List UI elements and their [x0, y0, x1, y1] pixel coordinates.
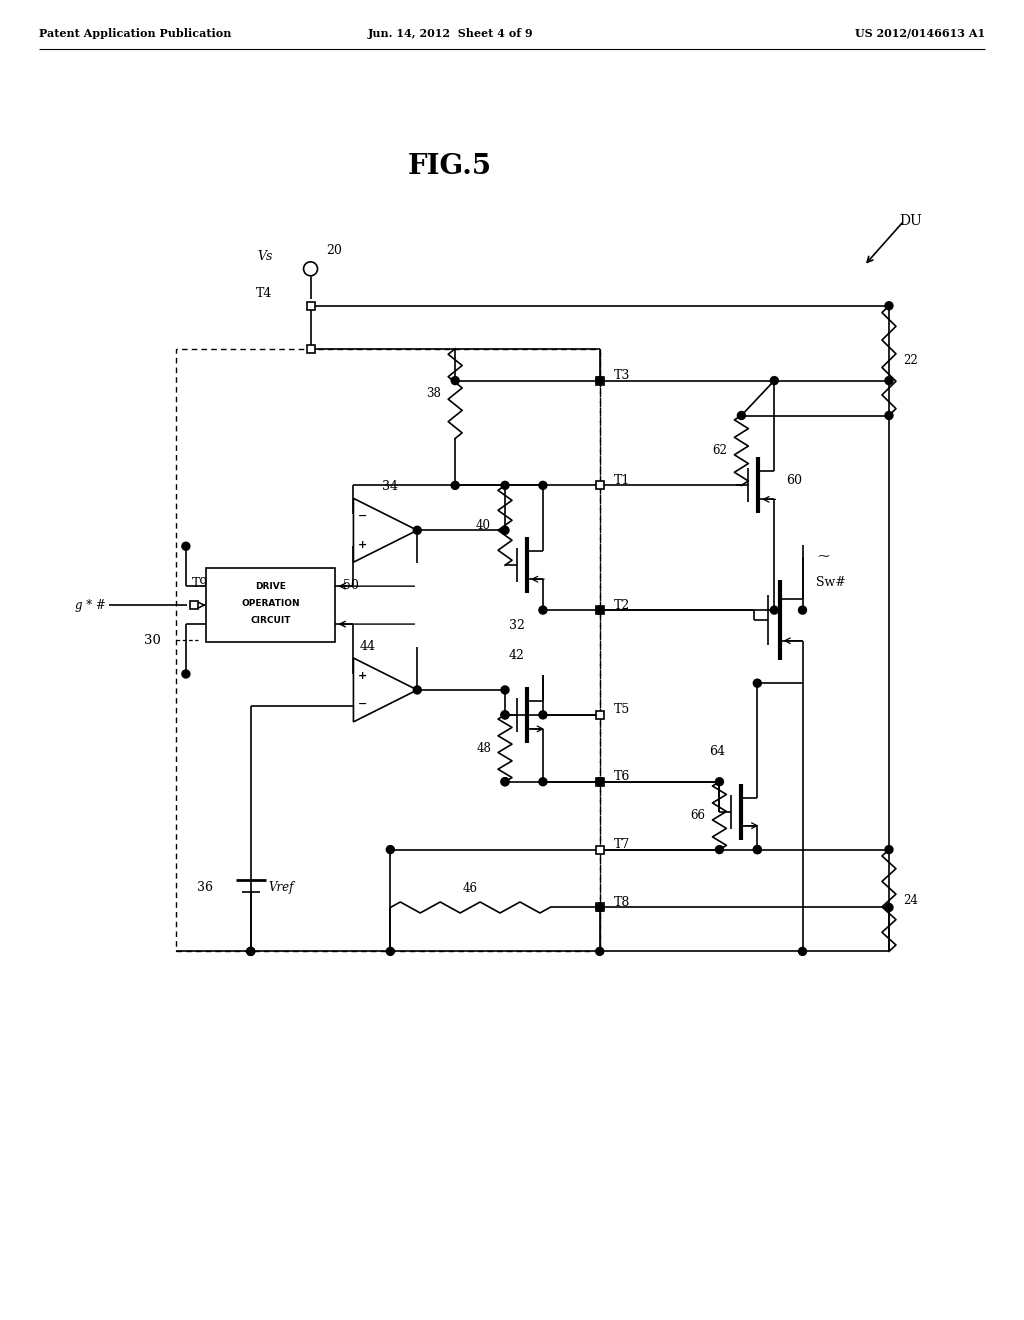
Text: FIG.5: FIG.5 — [409, 153, 493, 180]
Circle shape — [754, 846, 761, 854]
Text: 40: 40 — [476, 519, 492, 532]
Bar — [596, 846, 604, 854]
Circle shape — [501, 482, 509, 490]
Circle shape — [754, 846, 761, 854]
Text: 32: 32 — [509, 619, 525, 631]
Circle shape — [414, 686, 421, 694]
Circle shape — [770, 376, 778, 384]
Text: 48: 48 — [476, 742, 492, 755]
Circle shape — [799, 948, 807, 956]
Circle shape — [885, 412, 893, 420]
Circle shape — [386, 948, 394, 956]
Text: 20: 20 — [327, 244, 342, 257]
Text: DRIVE: DRIVE — [255, 582, 286, 590]
Text: g * #: g * # — [76, 598, 106, 611]
Text: Vs: Vs — [257, 251, 272, 264]
Circle shape — [501, 777, 509, 785]
Circle shape — [501, 777, 509, 785]
Circle shape — [182, 671, 189, 678]
Text: 30: 30 — [144, 634, 161, 647]
Text: 36: 36 — [197, 880, 213, 894]
Text: T2: T2 — [613, 598, 630, 611]
Circle shape — [737, 412, 745, 420]
Circle shape — [885, 903, 893, 912]
Circle shape — [754, 680, 761, 688]
Text: Patent Application Publication: Patent Application Publication — [39, 28, 231, 38]
Bar — [306, 302, 314, 310]
Text: +: + — [357, 671, 367, 681]
Circle shape — [452, 376, 459, 384]
Circle shape — [799, 606, 807, 614]
Text: 42: 42 — [509, 648, 525, 661]
Text: DU: DU — [899, 214, 922, 228]
Text: +: + — [357, 540, 367, 549]
Text: −: − — [357, 700, 367, 709]
Bar — [189, 601, 198, 609]
Text: T4: T4 — [256, 288, 272, 300]
Circle shape — [539, 606, 547, 614]
Circle shape — [414, 527, 421, 535]
Text: −: − — [357, 511, 367, 521]
Text: T1: T1 — [613, 474, 630, 487]
Text: Jun. 14, 2012  Sheet 4 of 9: Jun. 14, 2012 Sheet 4 of 9 — [368, 28, 532, 38]
Text: 22: 22 — [903, 354, 918, 367]
Circle shape — [596, 777, 604, 785]
Text: T9: T9 — [191, 577, 208, 590]
Circle shape — [539, 711, 547, 719]
Text: 46: 46 — [463, 882, 477, 895]
Bar — [596, 777, 604, 785]
Circle shape — [596, 376, 604, 384]
Bar — [306, 345, 314, 352]
Circle shape — [501, 711, 509, 719]
Bar — [596, 482, 604, 490]
Bar — [596, 376, 604, 384]
Circle shape — [596, 903, 604, 912]
Circle shape — [596, 948, 604, 956]
Text: 34: 34 — [382, 480, 398, 492]
Circle shape — [501, 527, 509, 535]
Circle shape — [885, 846, 893, 854]
Circle shape — [596, 903, 604, 912]
Bar — [596, 903, 604, 912]
Circle shape — [452, 482, 459, 490]
Text: US 2012/0146613 A1: US 2012/0146613 A1 — [855, 28, 985, 38]
Circle shape — [303, 261, 317, 276]
Text: 44: 44 — [359, 639, 376, 652]
Text: 38: 38 — [426, 387, 441, 400]
Circle shape — [716, 846, 723, 854]
Circle shape — [247, 948, 255, 956]
Text: 64: 64 — [710, 746, 725, 758]
Circle shape — [539, 482, 547, 490]
Bar — [596, 711, 604, 719]
Text: OPERATION: OPERATION — [242, 598, 300, 607]
Circle shape — [539, 777, 547, 785]
Circle shape — [182, 543, 189, 550]
Text: CIRCUIT: CIRCUIT — [251, 615, 291, 624]
Circle shape — [596, 606, 604, 614]
Text: T7: T7 — [613, 838, 630, 851]
Text: 24: 24 — [903, 894, 918, 907]
Bar — [596, 606, 604, 614]
Circle shape — [501, 711, 509, 719]
Text: T5: T5 — [613, 704, 630, 717]
Circle shape — [885, 302, 893, 310]
Text: Vref: Vref — [268, 880, 294, 894]
Text: T3: T3 — [613, 370, 630, 381]
Circle shape — [501, 686, 509, 694]
Text: T8: T8 — [613, 896, 630, 909]
Text: Sw#: Sw# — [816, 576, 846, 589]
Text: 66: 66 — [690, 809, 706, 822]
Circle shape — [770, 606, 778, 614]
Text: 50: 50 — [342, 578, 358, 591]
Text: 62: 62 — [713, 444, 727, 457]
Text: ~: ~ — [816, 546, 830, 564]
Text: 60: 60 — [786, 474, 802, 487]
Circle shape — [885, 376, 893, 384]
Circle shape — [386, 846, 394, 854]
Text: T6: T6 — [613, 771, 630, 783]
Circle shape — [716, 777, 723, 785]
Circle shape — [247, 948, 255, 956]
